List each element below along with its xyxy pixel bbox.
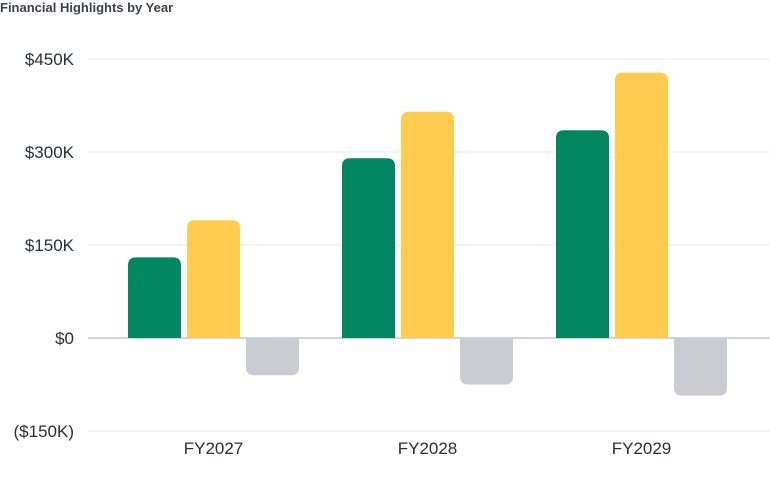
- bar-fy2028-series-3: [460, 338, 513, 385]
- bar-fy2027-series-3: [246, 338, 299, 376]
- bar-fy2029-series-3: [674, 338, 727, 396]
- x-axis-category-labels: FY2027 FY2028 FY2029: [184, 439, 672, 458]
- bar-fy2029-series-1: [556, 130, 609, 338]
- y-axis-tick-labels: ($150K) $0 $150K $300K $450K: [14, 50, 75, 441]
- y-tick-label: $300K: [25, 143, 75, 162]
- x-category-label: FY2028: [398, 439, 458, 458]
- bar-fy2028-series-1: [342, 158, 395, 338]
- y-tick-label: $0: [55, 329, 74, 348]
- bars: [128, 72, 727, 396]
- chart-title: Financial Highlights by Year: [0, 0, 174, 15]
- y-tick-label: $150K: [25, 236, 75, 255]
- x-category-label: FY2027: [184, 439, 244, 458]
- bar-fy2028-series-2: [401, 111, 454, 338]
- bar-fy2027-series-1: [128, 257, 181, 338]
- bar-fy2027-series-2: [187, 220, 240, 338]
- y-tick-label: $450K: [25, 50, 75, 69]
- y-tick-label: ($150K): [14, 422, 74, 441]
- bar-fy2029-series-2: [615, 72, 668, 338]
- x-category-label: FY2029: [612, 439, 672, 458]
